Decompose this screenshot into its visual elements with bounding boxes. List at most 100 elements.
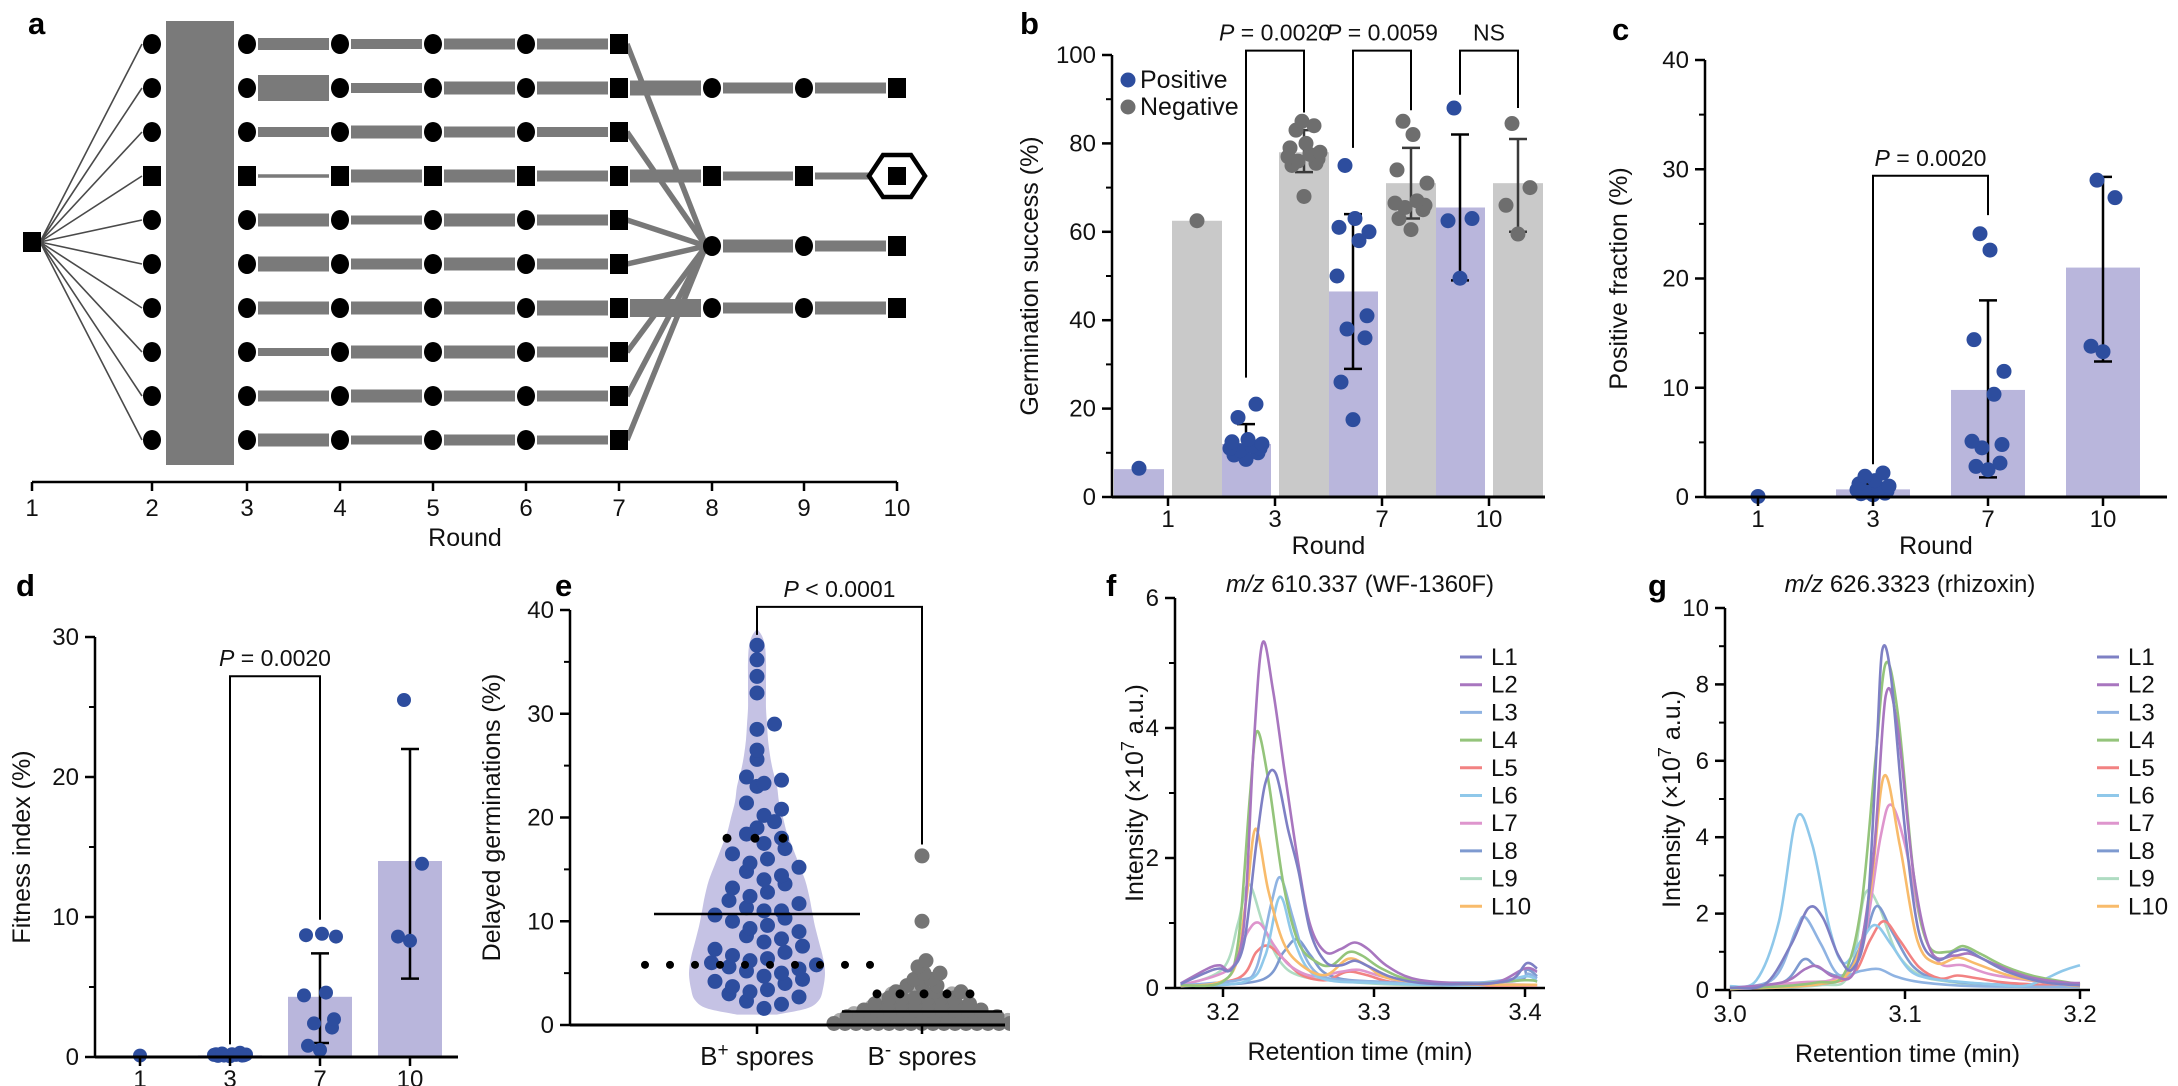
lineage-node-circle [795,78,813,98]
lineage-row-7 [143,281,906,335]
label: 3.0 [1713,1001,1746,1028]
lineage-node-circle [795,236,813,256]
panel-f-canvas: 0 2 4 6 Intensity (×107 a.u.) 3.2 3.3 3.4 Retent… [1118,571,1545,1066]
p-value-label: P < 0.0001 [784,576,896,602]
legend-label-L1: L1 [1491,644,1518,671]
lineage-node-square [610,210,628,230]
data-point [756,934,772,950]
label: 10 [527,908,554,935]
data-point [1357,330,1373,346]
data-point [1964,433,1980,449]
y-axis: 0 10 20 30 40 Positive fraction (%) [1605,47,1707,511]
legend-label-L9: L9 [2128,866,2155,893]
label: 30 [52,624,79,651]
label: 6 [519,495,532,522]
expansion-block [166,281,234,335]
bar-negative-3 [1279,152,1329,498]
legend-label-L7: L7 [2128,810,2155,837]
data-point [1347,211,1363,227]
lineage-node-square [610,166,628,186]
data-point [749,721,765,737]
data-point [1994,437,2010,453]
legend-label-L3: L3 [1491,699,1518,726]
label: B- spores [868,1040,977,1071]
lineage-node-circle [424,122,442,142]
data-point [1351,233,1367,249]
lineage-node-circle [424,386,442,406]
data-point [914,848,930,864]
data-point [1224,434,1240,450]
data-point [1875,465,1891,481]
data-point [1359,308,1375,324]
data-point [973,1002,989,1018]
lineage-node-circle [331,122,349,142]
lineage-node-square [610,122,628,142]
label: 30 [1662,156,1689,183]
data-point [299,928,313,943]
data-point [403,933,417,948]
data-point [1405,127,1421,143]
data-point [749,742,765,758]
data-point [826,1015,842,1031]
transfer-bar [444,257,515,271]
legend-label-L10: L10 [2128,893,2168,920]
panel-f-label: f [1106,568,1117,603]
lineage-node-circle [331,298,349,318]
lineage-row-5 [143,194,628,246]
label: 60 [1069,219,1096,246]
data-point [777,944,793,960]
transfer-bar [351,125,422,139]
data-point [749,668,765,684]
label: 1 [1161,506,1174,533]
data-point [756,872,772,888]
transfer-bar [351,39,422,49]
expansion-block [166,194,234,246]
data-point [914,913,930,929]
label: 20 [1662,266,1689,293]
lineage-node-circle [238,254,256,274]
label: 2 [145,495,158,522]
y-axis: 0 2 4 6 Intensity (×107 a.u.) [1118,585,1177,1002]
transfer-bar [351,169,422,183]
label: 40 [1069,307,1096,334]
panel-g-label: g [1648,568,1667,603]
data-point [1131,460,1147,476]
label: 6 [1146,585,1159,612]
y-axis: 0 10 20 30 40 Delayed germinations (%) [478,597,572,1039]
expansion-block [166,21,234,67]
sig-bracket: P < 0.0001 [756,576,923,845]
lineage-node-circle [424,430,442,450]
label: 1 [133,1066,146,1086]
data-point [760,851,775,867]
transfer-bar [537,214,608,226]
lineage-node-circle [238,210,256,230]
legend-label-L10: L10 [1491,893,1531,920]
transfer-bar [258,174,329,178]
lineage-node-circle [517,34,535,54]
data-point [2095,344,2111,360]
data-point [725,846,740,862]
data-point [1331,219,1347,235]
legend-marker-negative [1120,99,1136,115]
label: 8 [705,495,718,522]
legend-label-L2: L2 [1491,672,1518,699]
label: 0 [1676,484,1689,511]
lineage-node-circle [143,386,161,406]
data-point [707,973,723,989]
label: 0 [1146,975,1159,1002]
data-point [1498,197,1514,213]
transfer-bar [444,81,515,95]
data-point [301,1038,315,1053]
transfer-bar [258,433,329,447]
data-point [1504,116,1520,132]
data-point [1409,193,1425,209]
lineage-node-square [610,254,628,274]
lineage-node-square [331,166,349,186]
data-point [774,801,789,817]
data-point [313,1043,327,1057]
legend-label-L4: L4 [2128,727,2155,754]
